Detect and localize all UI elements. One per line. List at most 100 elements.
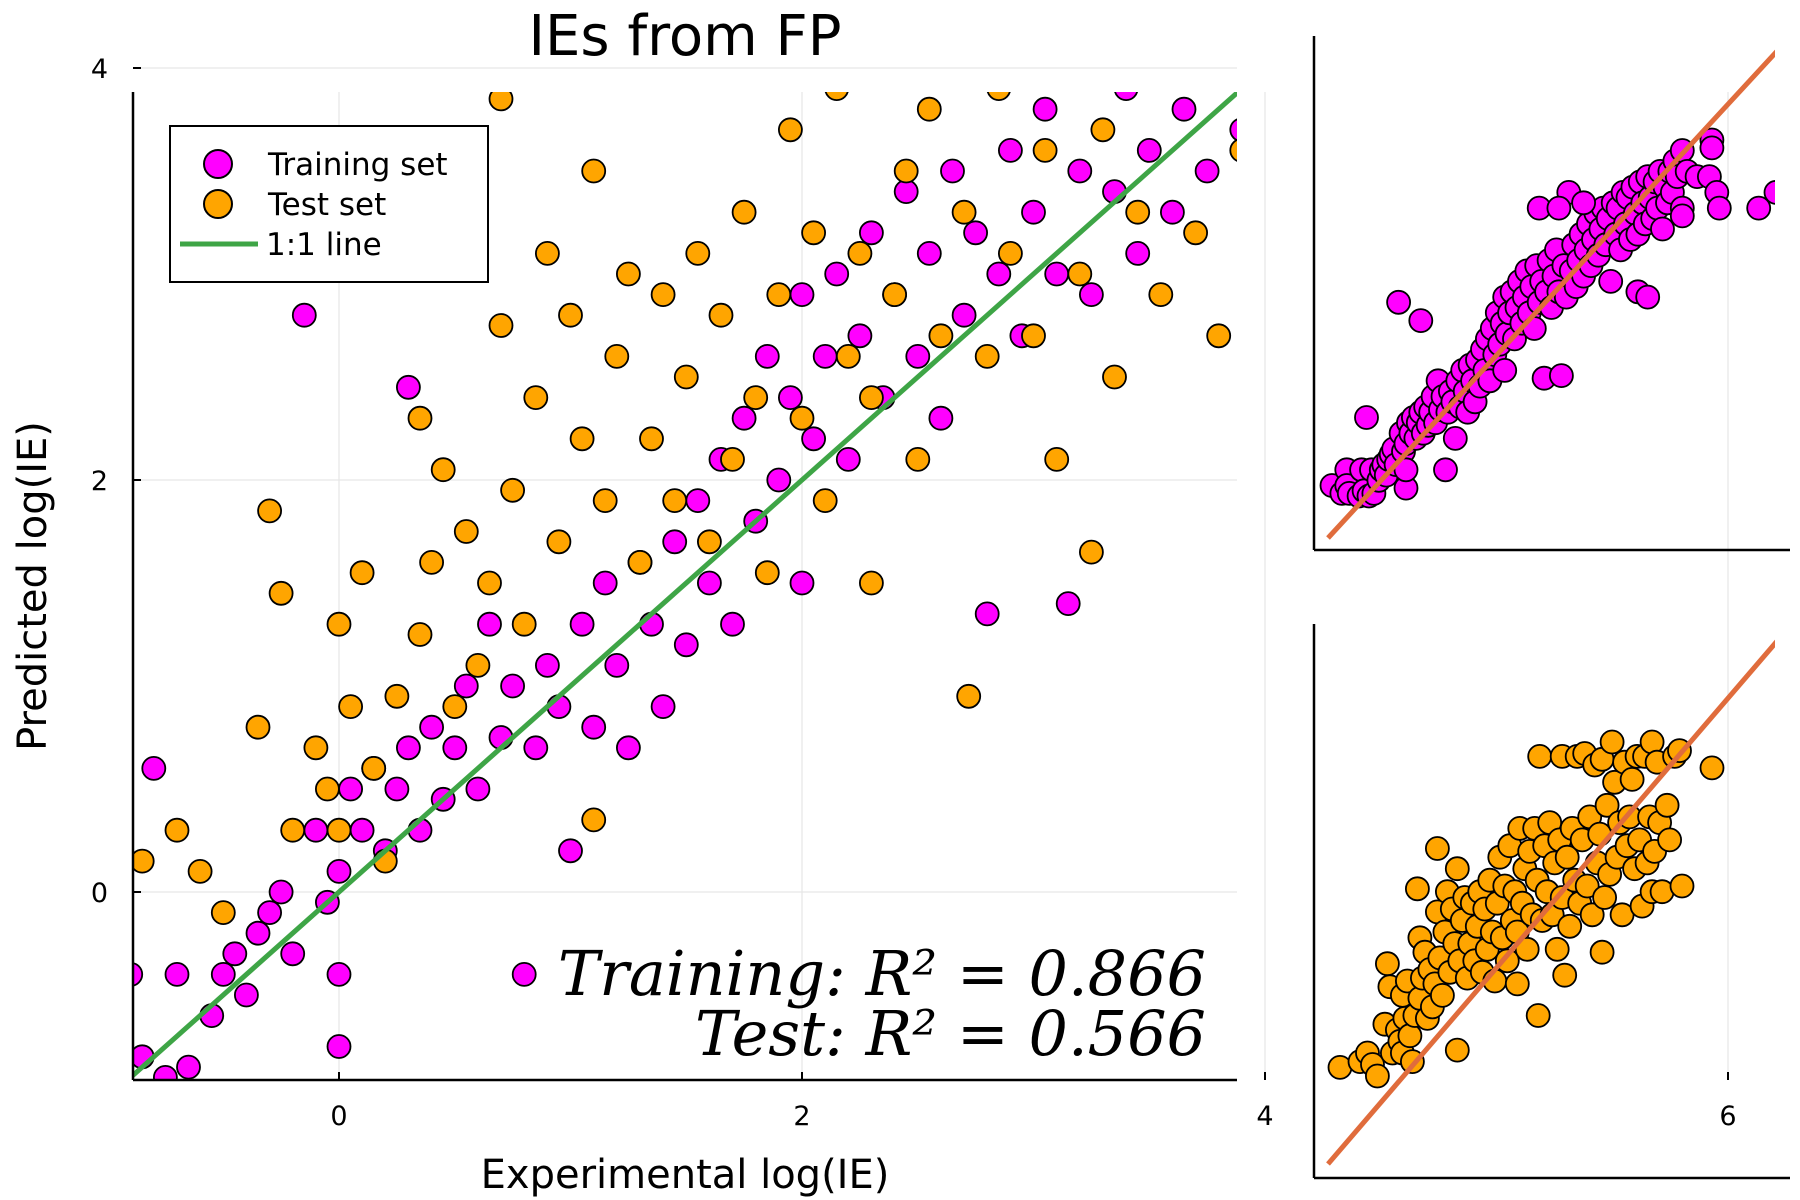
training-point <box>1055 591 1081 616</box>
training-point <box>1171 96 1197 122</box>
training-point <box>280 941 306 967</box>
training-point <box>453 673 479 699</box>
inset-test-point <box>1444 856 1470 882</box>
training-point <box>245 920 271 946</box>
training-point <box>1229 118 1237 142</box>
training-point <box>650 694 676 719</box>
test-point <box>1485 242 1508 265</box>
training-point <box>1531 15 1554 38</box>
test-point <box>872 15 895 38</box>
test-point <box>1090 117 1116 143</box>
training-point <box>384 776 410 802</box>
training-point <box>986 261 1012 287</box>
test-point <box>1125 199 1151 225</box>
test-point <box>673 364 699 390</box>
test-point <box>974 343 1000 369</box>
training-point <box>395 374 421 400</box>
training-point <box>789 570 815 596</box>
training-point <box>1184 0 1207 18</box>
training-point <box>465 776 491 802</box>
x-axis-label: Experimental log(IE) <box>481 1152 890 1198</box>
training-point <box>1032 96 1058 122</box>
test-point <box>245 714 271 740</box>
legend-marker-training <box>203 149 233 179</box>
test-point <box>546 529 572 555</box>
training-point <box>558 838 583 864</box>
training-point <box>326 859 352 884</box>
training-point <box>153 1065 178 1080</box>
inset-test-point <box>1514 936 1540 962</box>
training-point <box>731 405 757 431</box>
inset-test-point <box>1375 951 1400 977</box>
inset-test-point <box>1639 729 1665 755</box>
test-point <box>1427 57 1450 80</box>
training-point <box>592 570 618 596</box>
test-point <box>893 158 919 184</box>
test-point <box>257 498 283 524</box>
test-point <box>778 117 803 143</box>
y-tick-label: 2 <box>91 466 108 497</box>
test-point <box>523 385 549 411</box>
test-point <box>535 240 560 266</box>
inset-test-point <box>1619 767 1645 792</box>
inset-test-point <box>1494 948 1520 974</box>
inset-test-point <box>1579 902 1605 928</box>
test-point <box>824 92 849 101</box>
test-point <box>1566 57 1589 80</box>
y-tick-label: 0 <box>91 878 108 909</box>
inset-test-point <box>1574 873 1600 899</box>
test-point <box>442 694 468 719</box>
inset-test-point <box>1425 836 1450 861</box>
test-point <box>430 457 456 483</box>
test-point <box>280 817 306 843</box>
training-point <box>291 302 317 328</box>
inset-training-point <box>1635 284 1661 310</box>
inset-test-point <box>1594 792 1620 818</box>
training-point <box>419 714 445 740</box>
inset-test-point <box>1557 913 1583 939</box>
training-point <box>1136 137 1162 163</box>
training-point <box>789 282 815 308</box>
test-point <box>210 900 236 925</box>
test-point <box>187 859 213 884</box>
inset-test-point <box>1527 744 1553 769</box>
inset-test-point <box>1525 1003 1551 1028</box>
training-point <box>963 220 988 246</box>
test-point <box>812 488 838 514</box>
training-point <box>1125 240 1151 266</box>
test-point <box>569 426 595 452</box>
test-point <box>639 426 664 452</box>
y-axis-label: Predicted log(IE) <box>10 421 56 751</box>
test-point <box>268 580 294 606</box>
inset-test-point <box>1654 792 1680 818</box>
training-point <box>523 735 549 761</box>
inset-training-point <box>1354 405 1379 430</box>
training-point <box>685 488 711 514</box>
test-point <box>941 15 964 38</box>
test-point <box>361 756 387 781</box>
training-point <box>338 776 364 802</box>
test-point <box>1010 0 1033 18</box>
training-point <box>1067 158 1093 184</box>
test-point <box>384 683 410 709</box>
training-point <box>1044 261 1070 287</box>
test-point <box>488 313 514 338</box>
test-point <box>789 405 815 431</box>
test-point <box>835 343 861 369</box>
inset-training-point <box>1442 425 1468 451</box>
legend-marker-test <box>203 189 233 219</box>
inset-test <box>1312 624 1790 1180</box>
test-point <box>998 240 1023 266</box>
test-point <box>1021 323 1046 349</box>
x-ticks: 0 2 4 6 <box>330 1072 1737 1132</box>
training-point <box>847 323 873 349</box>
training-point <box>477 611 502 637</box>
test-point <box>1520 0 1543 18</box>
training-point <box>1079 282 1104 308</box>
inset-test-line <box>1326 639 1775 1166</box>
training-point <box>569 611 595 637</box>
